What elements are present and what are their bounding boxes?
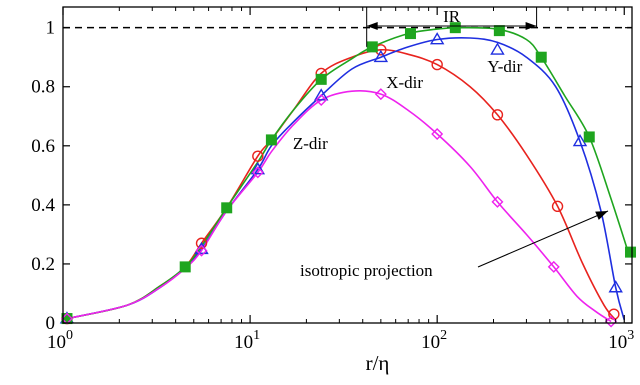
series-2-point bbox=[221, 202, 233, 214]
series-2-point bbox=[179, 261, 191, 273]
isotropic-arrow-line bbox=[477, 210, 609, 268]
markers-layer bbox=[59, 22, 637, 328]
series-0-point bbox=[252, 150, 264, 162]
ir-arrowhead-left bbox=[366, 22, 378, 30]
series-1-point bbox=[429, 32, 445, 45]
series-1-point bbox=[373, 49, 389, 63]
annotation-ir: IR bbox=[443, 7, 461, 26]
series-2-point bbox=[366, 41, 378, 53]
y-tick-label: 0.2 bbox=[31, 254, 55, 275]
series-0-point bbox=[491, 109, 504, 121]
series-3-line bbox=[66, 89, 612, 323]
series-2-point bbox=[493, 25, 505, 37]
series-1-point bbox=[572, 133, 588, 147]
annotation-x-dir: X-dir bbox=[386, 73, 423, 92]
x-tick-label: 102 bbox=[421, 328, 447, 353]
y-tick-label: 0.4 bbox=[31, 195, 55, 216]
series-2-point bbox=[449, 22, 461, 34]
y-tick-label: 1 bbox=[46, 18, 56, 39]
axes-layer: 0 0.2 0.4 0.6 0.8 1 100 101 102 103 bbox=[31, 7, 634, 353]
series-3-point bbox=[605, 315, 618, 328]
annotation-y-dir: Y-dir bbox=[487, 57, 522, 76]
series-2-point bbox=[404, 28, 416, 40]
series-3-point bbox=[315, 94, 328, 107]
annotations-layer: X-dir Y-dir Z-dir IR isotropic projectio… bbox=[293, 7, 609, 280]
ir-arrowhead-right bbox=[525, 22, 537, 30]
series-0-point bbox=[551, 200, 564, 213]
series-1-point bbox=[250, 162, 266, 175]
series-1-point bbox=[490, 42, 505, 55]
series-3-point bbox=[547, 260, 560, 273]
series-2-point bbox=[315, 73, 327, 85]
series-2-point bbox=[625, 246, 637, 258]
series-0-point bbox=[195, 237, 208, 249]
series-2-point bbox=[265, 134, 277, 146]
series-2-point bbox=[583, 131, 595, 143]
series-2-line bbox=[66, 26, 629, 320]
series-0-point bbox=[431, 58, 443, 71]
series-2-point bbox=[535, 51, 547, 63]
plot-frame bbox=[62, 6, 633, 324]
series-1-point bbox=[313, 88, 329, 101]
series-1-line bbox=[66, 37, 626, 321]
series-1-point bbox=[608, 280, 623, 293]
curves-layer bbox=[66, 26, 629, 323]
y-tick-label: 0 bbox=[46, 313, 56, 334]
series-3-point bbox=[491, 195, 504, 208]
annotation-z-dir: Z-dir bbox=[293, 134, 328, 153]
annotation-isotropic-projection: isotropic projection bbox=[300, 261, 433, 280]
x-axis-label: r/η bbox=[366, 351, 390, 375]
x-tick-label: 100 bbox=[47, 328, 73, 353]
y-tick-label: 0.6 bbox=[31, 136, 55, 157]
x-tick-label: 103 bbox=[608, 328, 634, 353]
series-3-point bbox=[431, 128, 444, 140]
series-3-point bbox=[374, 88, 387, 101]
isotropic-arrowhead bbox=[595, 211, 608, 220]
series-3-point bbox=[251, 166, 264, 179]
x-tick-label: 101 bbox=[234, 328, 260, 353]
y-tick-label: 0.8 bbox=[31, 77, 55, 98]
series-3-point bbox=[195, 244, 208, 257]
